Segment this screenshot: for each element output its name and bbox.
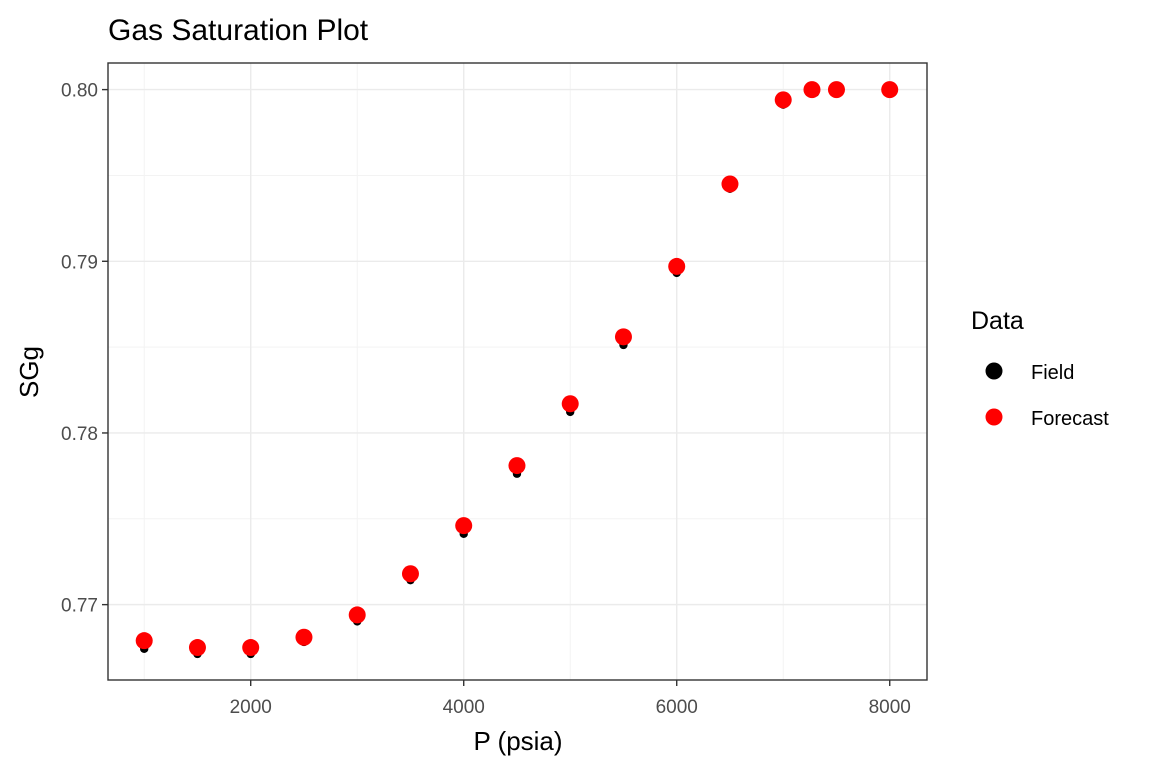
y-tick-label: 0.79 <box>61 252 98 273</box>
forecast-point <box>348 606 366 624</box>
forecast-point <box>827 81 845 99</box>
forecast-point <box>803 81 821 99</box>
forecast-point <box>455 517 473 535</box>
plot-panel <box>108 63 927 680</box>
y-tick-label: 0.77 <box>61 596 98 617</box>
forecast-point <box>295 628 313 646</box>
panel-border <box>107 62 928 681</box>
x-tick-label: 8000 <box>869 697 911 718</box>
forecast-series-points <box>135 81 899 657</box>
forecast-point <box>508 457 526 475</box>
x-tick-label: 6000 <box>656 697 698 718</box>
chart-title: Gas Saturation Plot <box>108 14 369 47</box>
forecast-point <box>774 91 792 109</box>
y-axis-title: SGg <box>14 346 44 398</box>
x-tick-label: 2000 <box>230 697 272 718</box>
legend-items: Field Forecast <box>985 362 1109 430</box>
forecast-point <box>881 81 899 99</box>
forecast-point <box>188 639 206 657</box>
axes: 2000 4000 6000 8000 0.77 0.78 0.79 0.80 <box>61 62 928 718</box>
forecast-point <box>135 632 153 650</box>
legend-title: Data <box>971 307 1024 335</box>
legend-label-forecast: Forecast <box>1031 408 1109 430</box>
legend: Data Field Forecast <box>971 307 1109 430</box>
forecast-point <box>401 565 419 583</box>
legend-label-field: Field <box>1031 362 1074 384</box>
forecast-point <box>721 175 739 193</box>
forecast-point <box>614 328 632 346</box>
x-tick-label: 4000 <box>443 697 485 718</box>
y-tick-label: 0.80 <box>61 81 98 102</box>
legend-key-forecast <box>985 408 1003 426</box>
x-axis-title: P (psia) <box>473 726 562 756</box>
forecast-point <box>668 257 686 275</box>
forecast-point <box>242 639 260 657</box>
forecast-point <box>561 395 579 413</box>
y-tick-label: 0.78 <box>61 424 98 445</box>
grid-lines <box>108 63 927 680</box>
legend-key-field <box>985 362 1003 380</box>
